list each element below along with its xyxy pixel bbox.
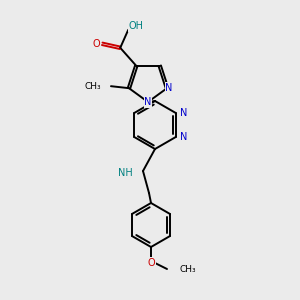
Text: O: O bbox=[147, 258, 155, 268]
Text: O: O bbox=[92, 39, 100, 49]
Text: OH: OH bbox=[129, 21, 144, 31]
Text: N: N bbox=[180, 132, 188, 142]
Text: N: N bbox=[144, 97, 152, 107]
Text: NH: NH bbox=[118, 168, 133, 178]
Text: CH₃: CH₃ bbox=[84, 82, 101, 91]
Text: CH₃: CH₃ bbox=[179, 265, 196, 274]
Text: N: N bbox=[180, 108, 188, 118]
Text: N: N bbox=[165, 83, 173, 93]
